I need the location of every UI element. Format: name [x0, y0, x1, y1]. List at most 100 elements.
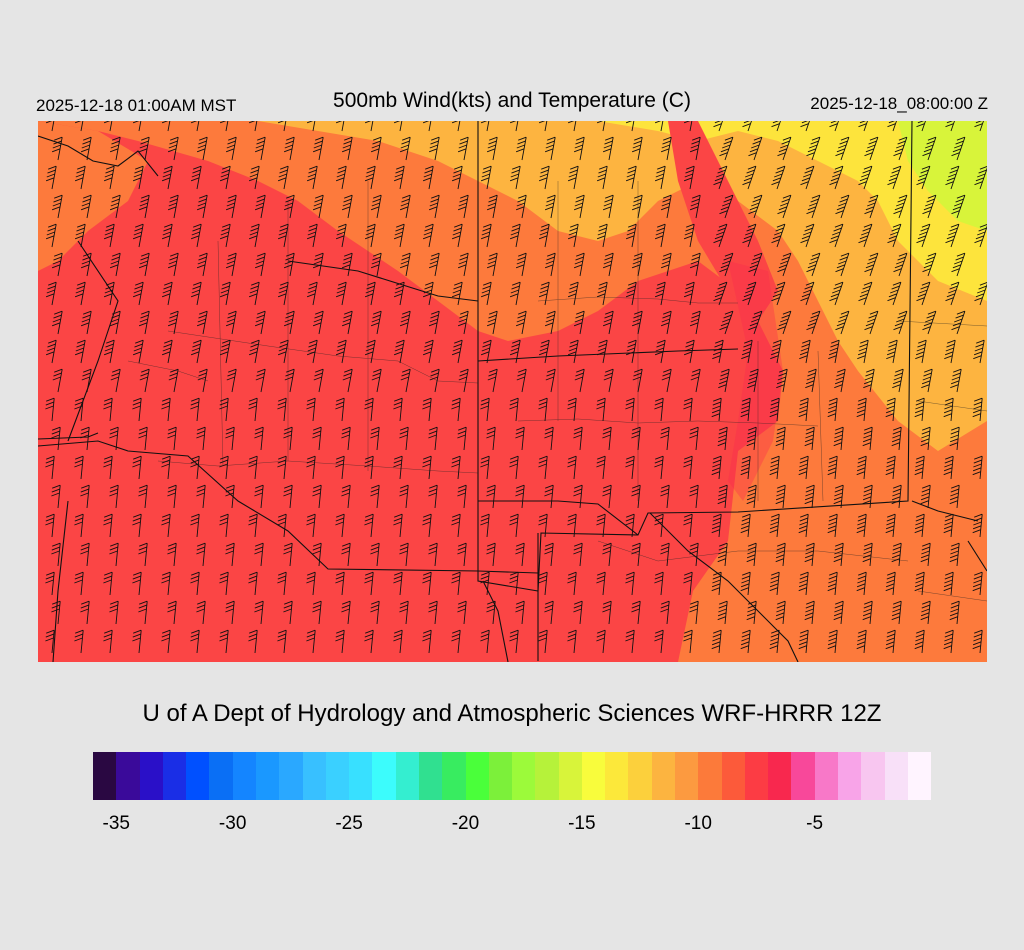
- wind-barb: [804, 426, 815, 451]
- wind-barb: [196, 484, 206, 509]
- wind-barb: [51, 600, 61, 625]
- wind-barb: [132, 339, 144, 364]
- wind-barb: [190, 165, 202, 190]
- wind-barb: [248, 455, 258, 480]
- wind-barb: [335, 455, 345, 480]
- wind-barb: [335, 165, 347, 190]
- wind-barb: [480, 223, 492, 248]
- wind-barb: [306, 165, 318, 190]
- wind-barb: [138, 426, 148, 451]
- colorbar-swatch: [372, 752, 396, 800]
- wind-barb: [161, 281, 173, 306]
- wind-barb: [951, 310, 966, 335]
- wind-barb: [596, 571, 606, 596]
- colorbar-swatch: [907, 752, 932, 800]
- wind-barb: [341, 310, 353, 335]
- wind-barb: [422, 513, 432, 538]
- wind-barb: [771, 281, 786, 306]
- wind-barb: [167, 484, 177, 509]
- wind-barb: [306, 397, 316, 422]
- wind-barb: [625, 339, 637, 364]
- wind-barb: [515, 542, 525, 567]
- wind-barb: [51, 310, 63, 335]
- wind-barb: [371, 368, 382, 393]
- wind-barb: [827, 397, 838, 422]
- wind-barb: [891, 484, 902, 509]
- wind-barb: [777, 194, 792, 219]
- wind-barb: [341, 484, 351, 509]
- colorbar-swatch: [628, 752, 652, 800]
- wind-barb: [944, 339, 956, 364]
- wind-barb: [602, 426, 612, 451]
- wind-barb: [625, 397, 635, 422]
- wind-barb: [457, 484, 467, 509]
- wind-barb: [109, 542, 119, 567]
- wind-barb: [799, 339, 811, 364]
- wind-barb: [719, 252, 734, 277]
- wind-barb: [713, 281, 728, 306]
- colorbar-tick-labels: -35 -30 -25 -20 -15 -10 -5: [93, 813, 931, 837]
- wind-barb: [51, 252, 63, 277]
- wind-barb: [312, 542, 322, 567]
- wind-barb: [805, 368, 817, 393]
- wind-barb: [515, 484, 525, 509]
- wind-barb: [109, 252, 121, 277]
- wind-barb: [451, 513, 461, 538]
- wind-barb: [973, 339, 985, 364]
- wind-barb: [777, 310, 792, 335]
- wind-barb: [306, 571, 316, 596]
- wind-barb: [690, 368, 701, 393]
- wind-barb: [827, 513, 838, 538]
- wind-barb: [480, 397, 490, 422]
- wind-barb: [544, 542, 554, 567]
- mid-region: [258, 121, 987, 451]
- wind-barb: [945, 165, 960, 190]
- wind-barb: [949, 484, 960, 509]
- wind-barb: [746, 600, 757, 625]
- wind-barb: [886, 339, 898, 364]
- wind-barb: [277, 165, 289, 190]
- wind-barb: [306, 455, 316, 480]
- wind-barb: [748, 252, 763, 277]
- wind-barb: [283, 194, 295, 219]
- wind-barb: [248, 571, 258, 596]
- wind-barb: [922, 310, 937, 335]
- wind-barb: [602, 484, 612, 509]
- wind-barb: [573, 600, 583, 625]
- colorbar-swatch: [698, 752, 722, 800]
- wind-barb: [457, 136, 469, 161]
- wind-barb: [364, 571, 374, 596]
- wind-barb: [335, 281, 347, 306]
- wind-barb: [914, 513, 925, 538]
- wind-barb: [451, 281, 463, 306]
- wind-barb: [399, 310, 411, 335]
- wind-barb: [74, 629, 84, 654]
- wind-barb: [428, 600, 438, 625]
- wind-barb: [509, 165, 521, 190]
- wind-barb: [219, 571, 229, 596]
- wind-barb: [277, 455, 287, 480]
- wind-barb: [544, 426, 554, 451]
- wind-barb: [856, 629, 867, 654]
- wind-barb: [80, 310, 92, 335]
- wind-barb: [943, 455, 954, 480]
- wind-barb: [776, 368, 788, 393]
- colorbar-swatch: [418, 752, 443, 800]
- wind-barb: [538, 513, 548, 538]
- wind-barb: [254, 136, 266, 161]
- wind-barb: [974, 224, 987, 248]
- wind-barb: [306, 629, 316, 654]
- wind-barb: [885, 397, 896, 422]
- wind-barb: [922, 194, 937, 219]
- wind-barb: [660, 600, 670, 625]
- wind-barb: [422, 339, 434, 364]
- wind-barb: [81, 368, 92, 393]
- chart-title: 500mb Wind(kts) and Temperature (C): [333, 89, 691, 112]
- wind-barb: [190, 629, 200, 654]
- wind-barb: [683, 281, 695, 306]
- wind-barb: [856, 513, 867, 538]
- wind-barb: [80, 252, 92, 277]
- wind-barb: [486, 542, 496, 567]
- wind-barb: [451, 165, 463, 190]
- wind-barb: [80, 542, 90, 567]
